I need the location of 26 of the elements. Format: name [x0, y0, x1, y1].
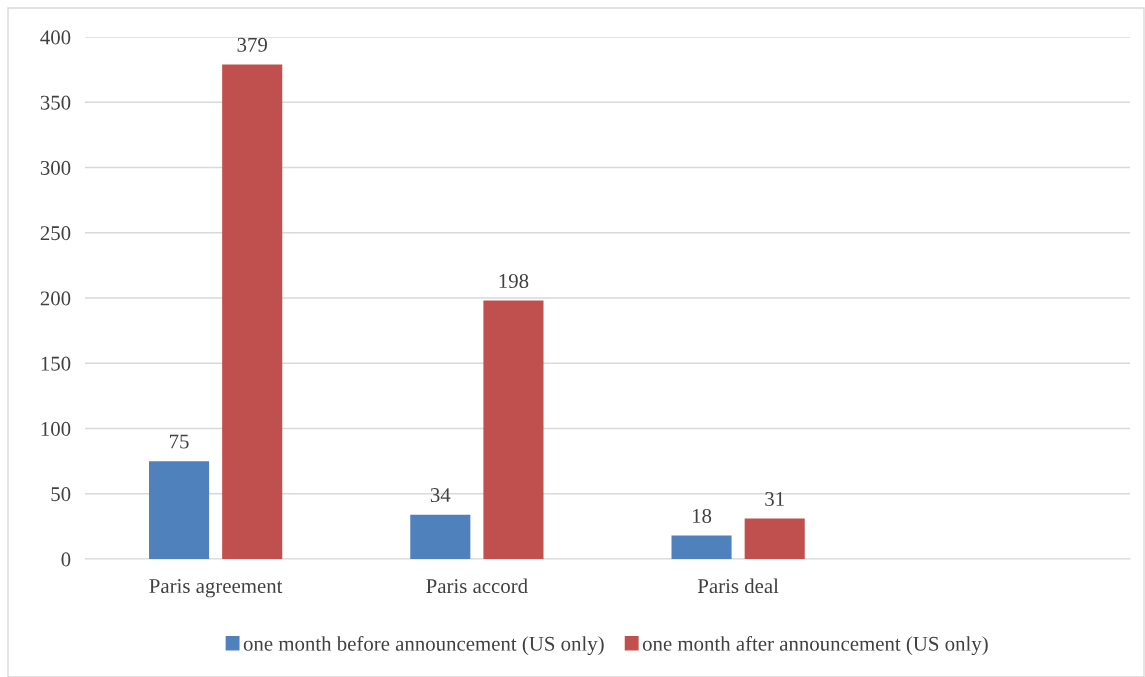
- y-tick-label: 250: [40, 226, 71, 241]
- data-label: 198: [499, 273, 529, 289]
- y-tick-label: 350: [40, 95, 71, 110]
- bar: [483, 300, 544, 559]
- y-tick-label: 400: [40, 30, 71, 45]
- x-tick-label: Paris deal: [697, 578, 779, 594]
- data-label: 34: [430, 488, 451, 503]
- data-label: 18: [692, 508, 712, 523]
- data-label: 31: [765, 491, 784, 506]
- x-tick-label: Paris accord: [426, 578, 528, 594]
- x-tick-label: Paris agreement: [149, 579, 283, 598]
- legend-label: one month before announcement (US only): [243, 635, 604, 656]
- data-label: 75: [170, 434, 189, 449]
- data-label: 379: [237, 37, 267, 52]
- bar: [744, 518, 805, 559]
- y-tick-label: 100: [41, 421, 71, 436]
- y-tick-label: 50: [51, 487, 71, 502]
- legend-label: one month after announcement (US only): [642, 635, 988, 656]
- bar: [671, 535, 732, 559]
- y-tick-label: 150: [41, 356, 71, 371]
- bar: [222, 64, 283, 559]
- y-tick-label: 200: [40, 291, 71, 306]
- y-tick-label: 300: [40, 160, 71, 175]
- y-tick-label: 0: [61, 552, 71, 567]
- bar: [410, 514, 471, 559]
- bar: [149, 461, 210, 559]
